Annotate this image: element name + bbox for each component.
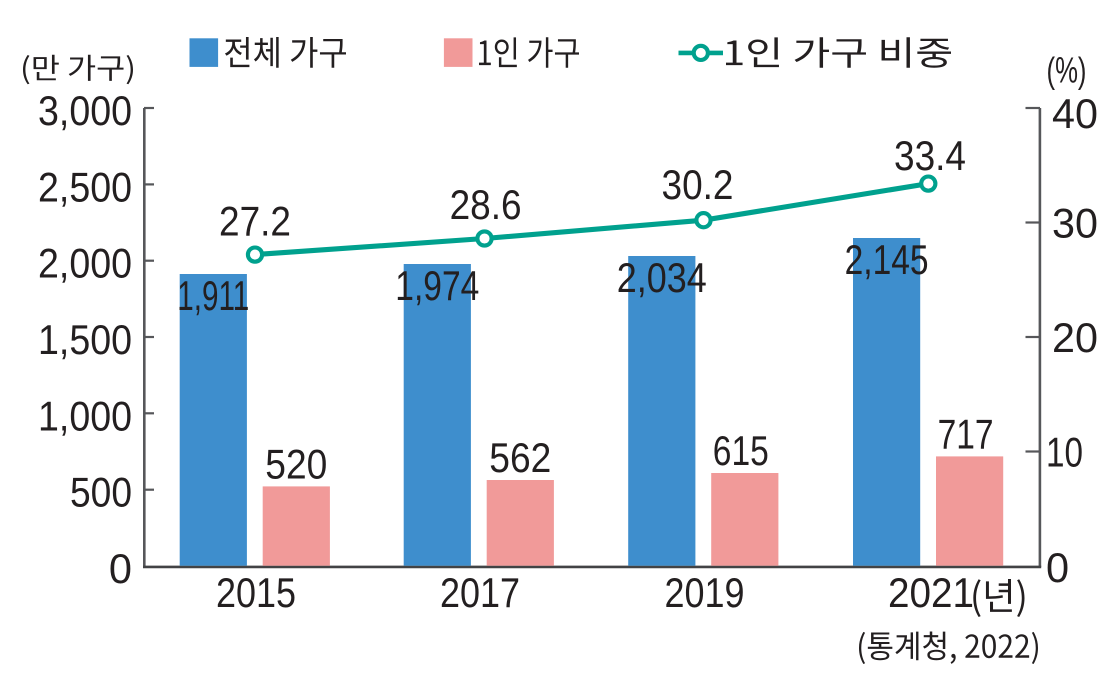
svg-text:500: 500	[70, 469, 132, 516]
svg-text:27.2: 27.2	[219, 198, 291, 245]
svg-text:2,000: 2,000	[38, 240, 132, 287]
svg-text:2021: 2021	[888, 569, 974, 616]
svg-text:30: 30	[1052, 200, 1098, 247]
svg-text:40: 40	[1052, 90, 1098, 137]
svg-text:717: 717	[938, 410, 994, 457]
svg-text:615: 615	[713, 427, 769, 474]
svg-text:10: 10	[1046, 429, 1083, 476]
svg-text:20: 20	[1052, 314, 1098, 361]
svg-text:28.6: 28.6	[450, 181, 522, 228]
svg-text:2017: 2017	[440, 569, 520, 616]
svg-text:30.2: 30.2	[662, 161, 734, 208]
svg-text:2019: 2019	[665, 569, 745, 616]
svg-text:520: 520	[265, 440, 327, 487]
svg-text:562: 562	[489, 434, 551, 481]
svg-text:0: 0	[1046, 544, 1069, 591]
svg-text:2015: 2015	[216, 569, 296, 616]
svg-text:3,000: 3,000	[38, 87, 132, 134]
svg-text:2,145: 2,145	[845, 236, 929, 283]
svg-text:(%): (%)	[1047, 50, 1087, 91]
svg-text:1,000: 1,000	[38, 392, 132, 439]
svg-text:1,974: 1,974	[395, 262, 479, 309]
svg-text:1,911: 1,911	[177, 272, 249, 319]
svg-text:33.4: 33.4	[894, 132, 966, 179]
svg-text:2,034: 2,034	[617, 254, 707, 301]
svg-text:0: 0	[109, 545, 132, 592]
svg-text:2,500: 2,500	[38, 163, 132, 210]
svg-text:1,500: 1,500	[38, 316, 132, 363]
